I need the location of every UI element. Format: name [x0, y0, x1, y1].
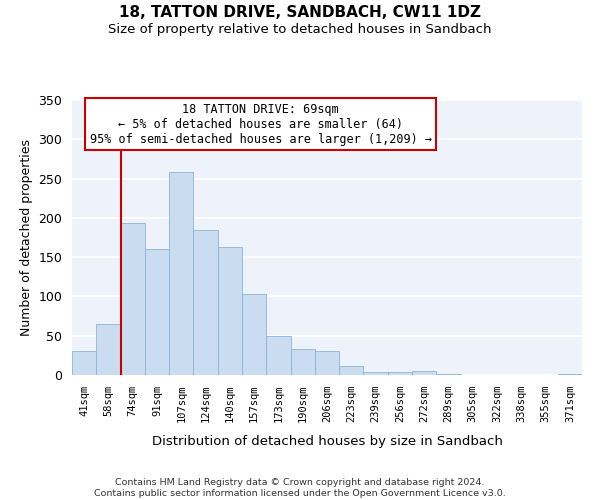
- Bar: [339, 366, 364, 375]
- Text: Distribution of detached houses by size in Sandbach: Distribution of detached houses by size …: [152, 435, 502, 448]
- Bar: [145, 250, 169, 375]
- Bar: [436, 374, 461, 375]
- Text: Contains HM Land Registry data © Crown copyright and database right 2024.
Contai: Contains HM Land Registry data © Crown c…: [94, 478, 506, 498]
- Bar: [558, 374, 582, 375]
- Bar: [388, 372, 412, 375]
- Text: Size of property relative to detached houses in Sandbach: Size of property relative to detached ho…: [108, 22, 492, 36]
- Bar: [315, 352, 339, 375]
- Bar: [169, 172, 193, 375]
- Bar: [412, 371, 436, 375]
- Y-axis label: Number of detached properties: Number of detached properties: [20, 139, 33, 336]
- Text: 18 TATTON DRIVE: 69sqm
← 5% of detached houses are smaller (64)
95% of semi-deta: 18 TATTON DRIVE: 69sqm ← 5% of detached …: [90, 103, 432, 146]
- Bar: [290, 349, 315, 375]
- Bar: [242, 294, 266, 375]
- Bar: [193, 230, 218, 375]
- Bar: [364, 372, 388, 375]
- Bar: [266, 336, 290, 375]
- Bar: [72, 352, 96, 375]
- Bar: [121, 224, 145, 375]
- Bar: [218, 247, 242, 375]
- Bar: [96, 324, 121, 375]
- Text: 18, TATTON DRIVE, SANDBACH, CW11 1DZ: 18, TATTON DRIVE, SANDBACH, CW11 1DZ: [119, 5, 481, 20]
